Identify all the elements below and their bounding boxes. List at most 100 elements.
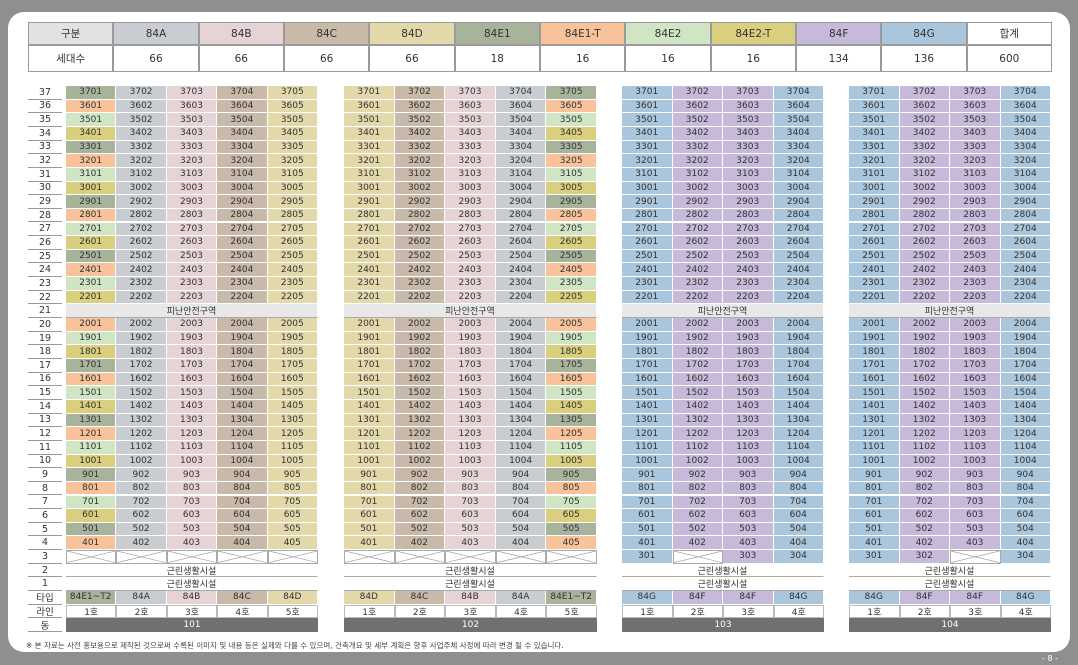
unit: 1401 [849, 399, 900, 414]
unit: 1202 [394, 427, 446, 441]
unit: 3401 [849, 126, 900, 141]
unit: 1903 [445, 331, 496, 346]
unit: 1602 [394, 372, 446, 387]
unit: 2205 [546, 290, 597, 305]
unit: 1502 [899, 386, 950, 400]
unit: 1004 [1000, 454, 1051, 469]
unit: 2304 [217, 277, 268, 291]
unit: 903 [166, 468, 218, 482]
unit: 3002 [394, 181, 446, 196]
unit: 3703 [723, 86, 774, 100]
unit: 2604 [1000, 236, 1051, 250]
unit: 804 [217, 481, 268, 496]
unit: 2804 [1000, 208, 1051, 223]
unit: 705 [267, 495, 318, 510]
unit: 1904 [773, 331, 824, 346]
unit: 1901 [622, 331, 673, 346]
unit: 3101 [66, 167, 117, 182]
unit-type: 84G [1000, 591, 1051, 605]
unit: 2404 [217, 263, 268, 278]
unit: 801 [344, 481, 395, 496]
floor-label: 15 [28, 386, 62, 400]
cross [117, 551, 166, 563]
unit: 2405 [546, 263, 597, 278]
unit: 2802 [394, 208, 446, 223]
unit-type: 84A [495, 591, 547, 605]
unit: 3204 [773, 154, 824, 168]
unit: 2502 [899, 249, 950, 264]
unit: 1501 [344, 386, 395, 400]
unit: 3104 [495, 167, 547, 182]
unit: 1901 [66, 331, 117, 346]
unit: 2305 [546, 277, 597, 291]
unit: 2901 [344, 195, 395, 209]
unit: 601 [344, 509, 395, 523]
unit: 1001 [344, 454, 395, 469]
unit: 2601 [66, 236, 117, 250]
unit: 3503 [950, 113, 1001, 127]
unit: 1401 [622, 399, 673, 414]
unit: 2503 [166, 249, 218, 264]
unit: 405 [546, 536, 597, 551]
unit: 2803 [950, 208, 1001, 223]
header-label: 세대수 [28, 45, 114, 72]
floor-label: 34 [28, 127, 62, 141]
line-label: 1호 [66, 604, 117, 619]
unit: 2705 [546, 222, 597, 237]
unit: 1003 [445, 454, 496, 469]
unit: 3104 [773, 167, 824, 182]
line-label: 4호 [495, 604, 547, 619]
unit: 2901 [622, 195, 673, 209]
unit: 2905 [267, 195, 318, 209]
unit: 1104 [773, 440, 824, 455]
unit: 1604 [217, 372, 268, 387]
unit: 2703 [723, 222, 774, 237]
unit: 1305 [267, 413, 318, 428]
unit: 3603 [950, 99, 1001, 114]
unit: 2504 [217, 249, 268, 264]
unit: 2904 [1000, 195, 1051, 209]
unit: 3301 [622, 140, 673, 155]
unit: 3703 [445, 86, 496, 100]
unit: 1704 [1000, 359, 1051, 373]
unit: 2003 [950, 318, 1001, 332]
line-label: 4호 [217, 604, 268, 619]
unit: 1404 [1000, 399, 1051, 414]
unit: 1201 [622, 427, 673, 441]
type-header: 84A [113, 22, 199, 45]
unit: 3601 [849, 99, 900, 114]
unit: 1205 [546, 427, 597, 441]
unit: 2704 [773, 222, 824, 237]
unit: 1903 [950, 331, 1001, 346]
unit: 3504 [1000, 113, 1051, 127]
unit: 2704 [217, 222, 268, 237]
unit-count: 600 [966, 45, 1052, 72]
unit: 2404 [495, 263, 547, 278]
unit: 1303 [445, 413, 496, 428]
cross [167, 551, 217, 563]
unit: 2204 [1000, 290, 1051, 305]
floor-label: 18 [28, 345, 62, 359]
unit: 501 [849, 522, 900, 537]
floor-label: 24 [28, 263, 62, 278]
unit: 3303 [723, 140, 774, 155]
unit: 1404 [495, 399, 547, 414]
unit: 3204 [1000, 154, 1051, 168]
unit: 1101 [344, 440, 395, 455]
unit: 702 [672, 495, 723, 510]
unit: 1102 [899, 440, 950, 455]
unit: 3304 [1000, 140, 1051, 155]
unit: 2405 [267, 263, 318, 278]
unit: 1705 [267, 359, 318, 373]
unit: 3605 [267, 99, 318, 114]
line-label: 2호 [899, 604, 950, 619]
unit: 3402 [672, 126, 723, 141]
unit: 601 [849, 509, 900, 523]
unit: 703 [950, 495, 1001, 510]
unit: 2303 [445, 277, 496, 291]
unit: 2503 [445, 249, 496, 264]
unit: 3105 [546, 167, 597, 182]
unit: 2204 [495, 290, 547, 305]
unit: 2501 [344, 249, 395, 264]
